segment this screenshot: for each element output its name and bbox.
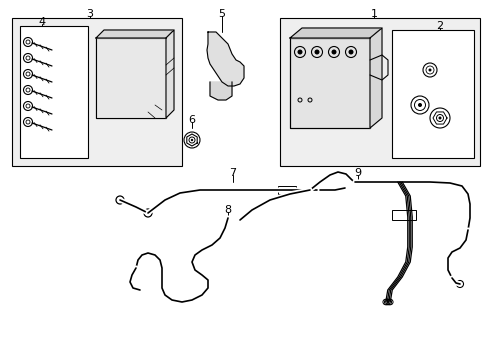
Circle shape <box>297 49 302 54</box>
Bar <box>391 30 473 158</box>
Text: 6: 6 <box>188 115 195 125</box>
Bar <box>391 210 415 220</box>
Bar <box>12 18 182 166</box>
Polygon shape <box>369 28 381 128</box>
Bar <box>96 38 165 118</box>
Bar <box>96 38 165 118</box>
Bar <box>289 38 369 128</box>
Text: 9: 9 <box>354 168 361 178</box>
Polygon shape <box>96 30 174 38</box>
Polygon shape <box>209 82 231 100</box>
Bar <box>280 18 479 166</box>
Text: 2: 2 <box>436 21 443 31</box>
Text: 8: 8 <box>224 205 231 215</box>
Text: 4: 4 <box>39 17 45 27</box>
Polygon shape <box>206 32 244 86</box>
Circle shape <box>331 49 336 54</box>
Circle shape <box>427 68 430 72</box>
Text: 7: 7 <box>229 168 236 178</box>
Circle shape <box>438 117 441 120</box>
Text: 5: 5 <box>218 9 225 19</box>
Circle shape <box>314 49 319 54</box>
Circle shape <box>348 49 353 54</box>
Bar <box>278 186 295 194</box>
Bar <box>20 26 88 158</box>
Text: 1: 1 <box>370 9 377 19</box>
Bar <box>289 38 369 128</box>
Circle shape <box>190 139 193 141</box>
Text: 3: 3 <box>86 9 93 19</box>
Circle shape <box>417 103 421 107</box>
Polygon shape <box>165 30 174 118</box>
Polygon shape <box>289 28 381 38</box>
